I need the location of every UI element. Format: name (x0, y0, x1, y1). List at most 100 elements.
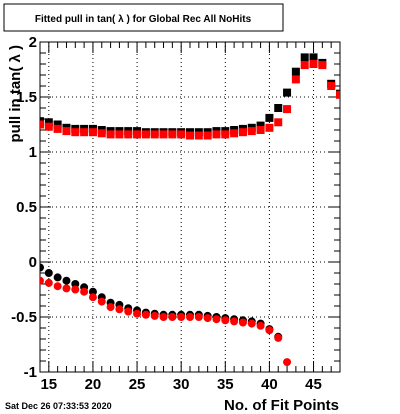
data-point-series-2 (141, 130, 150, 139)
data-point-series-4 (40, 276, 44, 285)
data-point-series-2 (177, 130, 186, 139)
data-point-series-1 (265, 113, 274, 122)
data-point-series-4 (256, 321, 265, 330)
data-point-series-1 (256, 121, 265, 130)
data-point-series-2 (265, 123, 274, 132)
data-point-series-2 (256, 126, 265, 134)
data-point-series-4 (159, 313, 168, 321)
data-point-series-2 (80, 128, 89, 137)
data-point-series-1 (291, 67, 300, 76)
x-tick-label: 40 (261, 376, 278, 393)
data-point-series-4 (62, 284, 71, 293)
data-point-series-3 (62, 276, 71, 285)
data-point-series-4 (133, 309, 142, 318)
data-point-series-2 (124, 130, 133, 139)
data-point-series-4 (247, 319, 256, 328)
data-point-series-2 (336, 90, 340, 99)
data-point-series-4 (97, 297, 106, 306)
data-point-series-2 (88, 128, 97, 137)
data-point-series-1 (53, 120, 62, 129)
data-point-series-4 (265, 326, 274, 335)
data-point-series-4 (168, 313, 177, 321)
data-point-series-4 (44, 278, 53, 287)
x-tick-label: 30 (173, 376, 190, 393)
data-point-series-1 (283, 88, 292, 97)
data-point-series-4 (150, 311, 159, 320)
data-point-series-4 (71, 285, 80, 294)
y-tick-label: 0 (29, 254, 37, 271)
data-point-series-2 (44, 122, 53, 131)
data-point-series-2 (274, 118, 283, 127)
x-tick-label: 15 (40, 376, 57, 393)
timestamp-stamp: Sat Dec 26 07:33:53 2020 (5, 401, 112, 411)
data-point-series-4 (141, 310, 150, 319)
data-point-series-2 (62, 127, 71, 136)
data-point-series-2 (300, 61, 309, 70)
data-point-series-2 (291, 75, 300, 84)
data-point-series-4 (88, 293, 97, 302)
x-tick-label: 45 (305, 376, 322, 393)
data-point-series-4 (203, 314, 212, 323)
data-point-series-2 (133, 130, 142, 139)
data-point-series-4 (283, 358, 292, 367)
data-point-series-2 (115, 130, 124, 139)
ticks: 15 20 25 30 35 40 45 -1 -0.5 0 0.5 1 1.5 2 (11, 34, 341, 393)
data-point-series-4 (53, 282, 62, 291)
data-point-series-4 (186, 313, 194, 321)
data-point-series-2 (230, 129, 239, 138)
data-point-series-1 (300, 53, 309, 62)
data-point-series-2 (194, 131, 203, 140)
data-point-series-2 (53, 124, 62, 133)
data-point-series-2 (221, 130, 230, 139)
data-point-series-2 (203, 131, 212, 140)
data-point-series-2 (159, 130, 168, 139)
data-point-series-1 (309, 53, 318, 62)
data-marks (40, 53, 340, 367)
data-point-series-4 (221, 316, 230, 325)
data-point-series-4 (106, 303, 115, 312)
data-point-series-2 (309, 60, 318, 68)
data-point-series-4 (212, 315, 221, 324)
data-point-series-4 (177, 313, 186, 321)
data-point-series-2 (71, 128, 80, 137)
grid (40, 41, 340, 373)
x-axis-label: No. of Fit Points (224, 397, 339, 414)
data-point-series-3 (71, 280, 80, 288)
y-tick-label: 1 (29, 144, 37, 161)
data-point-series-2 (238, 128, 247, 137)
data-point-series-4 (274, 333, 283, 342)
data-point-series-3 (88, 287, 97, 296)
data-point-series-4 (80, 287, 89, 296)
y-tick-label: 1.5 (16, 89, 37, 106)
data-point-series-2 (106, 130, 115, 139)
data-point-series-4 (115, 305, 124, 314)
data-point-series-2 (168, 130, 177, 139)
data-point-series-2 (150, 130, 159, 139)
data-point-series-1 (44, 118, 53, 127)
data-point-series-3 (53, 273, 62, 282)
data-point-series-3 (44, 269, 53, 277)
title-frame (3, 3, 284, 32)
data-point-series-2 (327, 82, 336, 90)
data-point-series-2 (40, 120, 44, 129)
chart-title: Fitted pull in tan( λ ) for Global Rec A… (35, 14, 252, 25)
data-point-series-2 (318, 61, 327, 70)
y-tick-label: 0.5 (16, 199, 37, 216)
data-point-series-2 (283, 105, 292, 114)
y-tick-label: -1 (24, 364, 37, 381)
data-point-series-4 (238, 318, 247, 327)
data-point-series-4 (194, 313, 203, 321)
data-point-series-2 (97, 129, 106, 138)
y-tick-label: -0.5 (11, 309, 37, 326)
data-point-series-1 (274, 104, 283, 112)
y-axis-label: pull in tan( λ ) (7, 45, 24, 143)
data-point-series-3 (40, 263, 44, 272)
x-tick-label: 35 (217, 376, 234, 393)
data-point-series-4 (230, 317, 239, 326)
data-point-series-2 (186, 131, 194, 140)
data-point-series-4 (124, 307, 133, 316)
x-tick-label: 25 (129, 376, 146, 393)
data-point-series-2 (247, 127, 256, 136)
title-box: Fitted pull in tan( λ ) for Global Rec A… (3, 3, 284, 32)
